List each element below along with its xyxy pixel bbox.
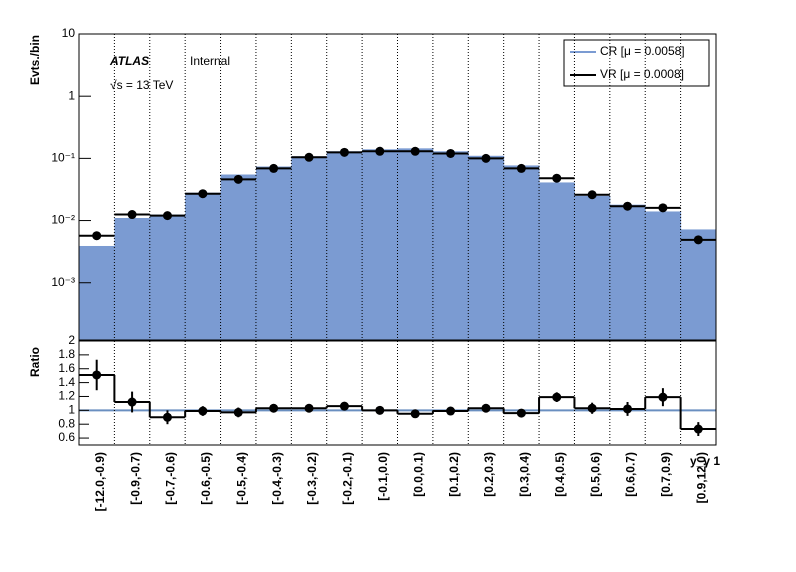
x-tick-label: [0.5,0.6) (588, 452, 602, 497)
histogram-bar (468, 155, 505, 340)
histogram-bar (185, 192, 222, 340)
histogram-bar (397, 148, 434, 340)
legend-box (563, 39, 710, 87)
x-tick-label: [-0.3,-0.2) (305, 452, 319, 505)
data-point (481, 153, 491, 163)
energy-label: √s = 13 TeV (110, 78, 173, 92)
ratio-axis-label: Ratio (28, 347, 42, 377)
y-tick-label: 0.8 (58, 416, 75, 430)
y-tick-label: 1 (68, 403, 75, 417)
histogram-bar (326, 151, 363, 340)
internal-label: Internal (190, 54, 230, 68)
data-point (375, 146, 385, 156)
y-tick-label: 1.2 (58, 389, 75, 403)
histogram-bar (432, 151, 469, 340)
data-point (587, 403, 597, 413)
y-tick-label: 10⁻² (51, 213, 75, 227)
histogram-bar (680, 229, 717, 340)
y-tick-label: 10⁻³ (51, 275, 75, 289)
x-tick-label: [0.3,0.4) (518, 452, 532, 497)
data-point (162, 211, 172, 221)
x-tick-label: [0.2,0.3) (482, 452, 496, 497)
data-point (162, 412, 172, 422)
histogram-bar (255, 166, 292, 340)
data-point (92, 370, 102, 380)
data-point (269, 163, 279, 173)
x-tick-label: [0.0,0.1) (411, 452, 425, 497)
histogram-bar (645, 211, 682, 340)
y-tick-label: 1.6 (58, 361, 75, 375)
data-point (587, 190, 597, 200)
frame (78, 33, 717, 341)
data-point (481, 403, 491, 413)
legend-label: VR [μ = 0.0008] (600, 67, 684, 81)
data-point (410, 409, 420, 419)
data-point (552, 173, 562, 183)
data-point (304, 403, 314, 413)
data-point (623, 201, 633, 211)
histogram-bar (79, 245, 115, 340)
histogram-bar (291, 156, 328, 340)
data-point (552, 392, 562, 402)
data-point (198, 406, 208, 416)
y-tick-label: 10⁻¹ (51, 151, 75, 165)
y-tick-label: 1 (68, 88, 75, 102)
data-point (446, 148, 456, 158)
data-point (233, 407, 243, 417)
data-point (233, 174, 243, 184)
x-tick-label: [-0.5,-0.4) (234, 452, 248, 505)
data-point (516, 163, 526, 173)
histogram-bar (574, 195, 611, 340)
x-tick-label: [-12.0,-0.9) (93, 452, 107, 511)
frame (78, 340, 717, 446)
data-point (410, 146, 420, 156)
x-tick-label: [-0.6,-0.5) (199, 452, 213, 505)
data-point (375, 405, 385, 415)
y-tick-label: 10 (62, 26, 76, 40)
histogram-bar (539, 182, 575, 340)
y-axis-label: Evts./bin (28, 35, 42, 85)
x-axis-label: y_γ 1 (690, 454, 720, 468)
data-point (446, 406, 456, 416)
data-point (339, 401, 349, 411)
y-tick-label: 2 (68, 333, 75, 347)
x-tick-label: [0.1,0.2) (447, 452, 461, 497)
histogram-bar (503, 165, 540, 340)
data-point (623, 404, 633, 414)
data-point (92, 231, 102, 241)
x-tick-label: [-0.9,-0.7) (128, 452, 142, 505)
histogram-bar (114, 217, 151, 340)
data-point (516, 408, 526, 418)
data-point (304, 152, 314, 162)
legend: CR [μ = 0.0058] VR [μ = 0.0008] (563, 39, 710, 87)
x-tick-label: [-0.1,0.0) (376, 452, 390, 501)
x-tick-label: [0.7,0.9) (659, 452, 673, 497)
histogram-bar (609, 204, 646, 340)
x-tick-label: [-0.2,-0.1) (341, 452, 355, 505)
x-tick-label: [-0.7,-0.6) (164, 452, 178, 505)
x-tick-label: [-0.4,-0.3) (270, 452, 284, 505)
y-tick-label: 1.8 (58, 347, 75, 361)
histogram-bar (220, 174, 257, 340)
x-tick-label: [0.9,12.0) (694, 452, 708, 503)
y-tick-label: 0.6 (58, 430, 75, 444)
y-tick-label: 1.4 (58, 375, 75, 389)
data-point (693, 424, 703, 434)
data-point (127, 397, 137, 407)
x-tick-label: [0.4,0.5) (553, 452, 567, 497)
data-point (198, 189, 208, 199)
data-point (269, 403, 279, 413)
legend-label: CR [μ = 0.0058] (600, 44, 685, 58)
data-point (339, 147, 349, 157)
data-point (127, 210, 137, 220)
data-point (658, 392, 668, 402)
x-tick-label: [0.6,0.7) (624, 452, 638, 497)
data-point (658, 203, 668, 213)
atlas-label: ATLAS (109, 54, 149, 68)
histogram-bar (149, 214, 186, 340)
histogram-bar (362, 149, 398, 340)
data-point (693, 235, 703, 245)
